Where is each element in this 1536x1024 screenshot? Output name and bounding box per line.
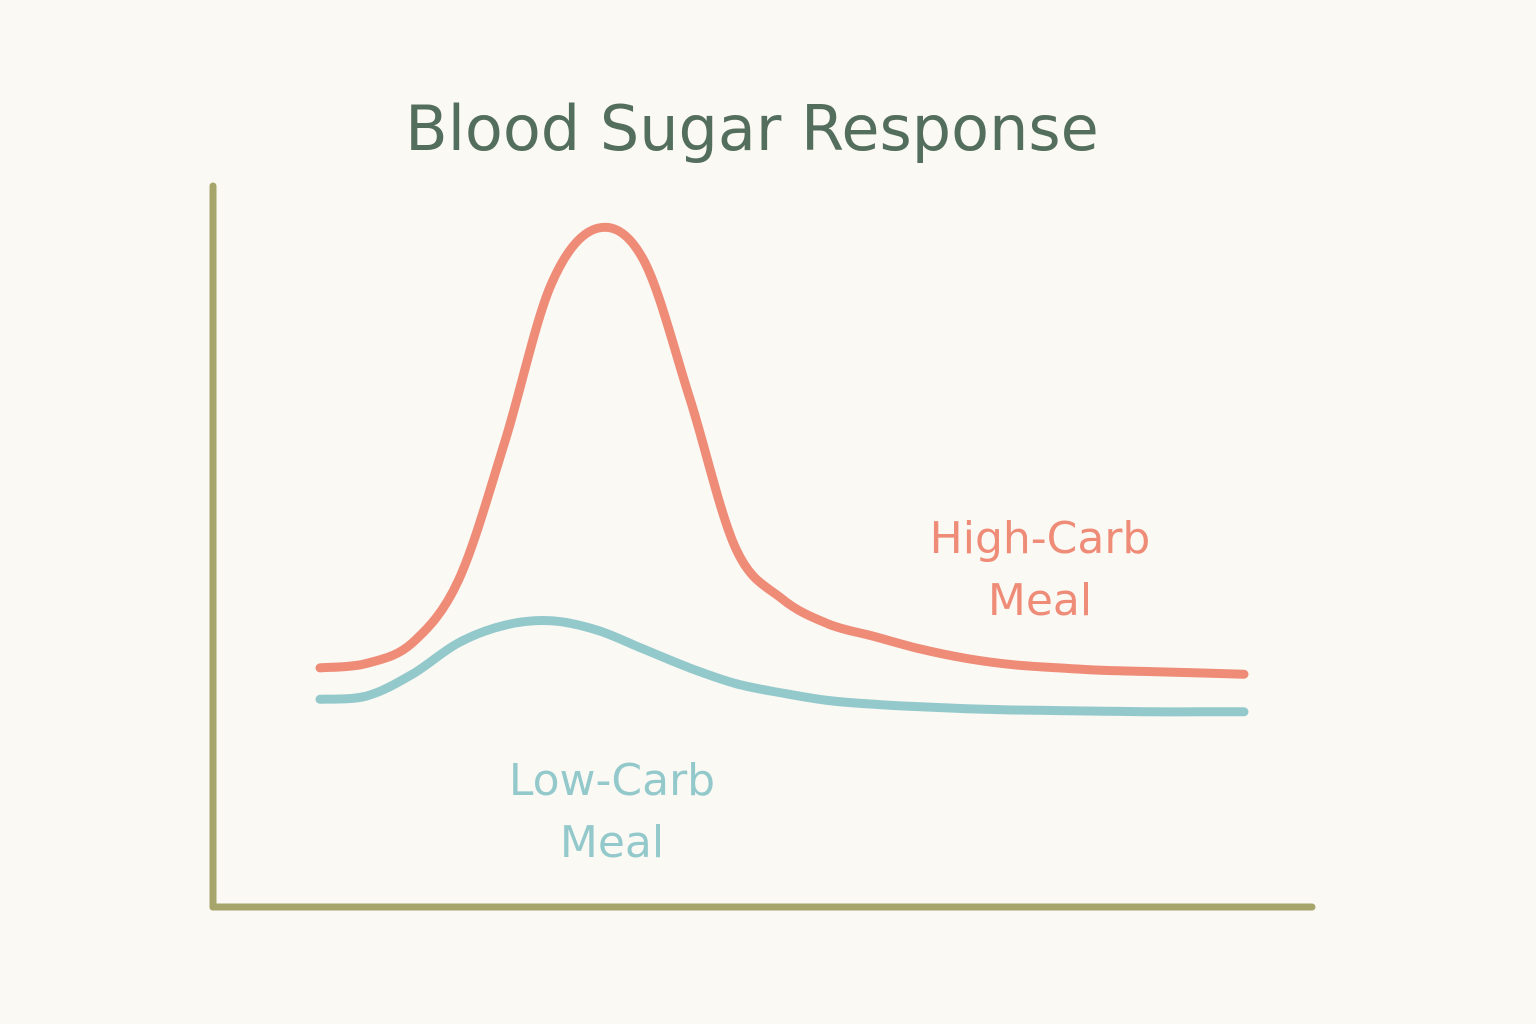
series-label-line: Meal xyxy=(988,575,1092,626)
series-label-line: Low-Carb xyxy=(509,755,715,806)
series-line-low-carb xyxy=(315,616,1249,717)
series-label-low-carb: Low-Carb Meal xyxy=(509,755,715,868)
series-label-high-carb: High-Carb Meal xyxy=(930,513,1151,626)
series-layer xyxy=(315,222,1249,717)
series-labels: High-Carb Meal Low-Carb Meal xyxy=(509,513,1150,868)
chart-title: Blood Sugar Response xyxy=(405,92,1099,165)
series-label-line: High-Carb xyxy=(930,513,1151,564)
series-label-line: Meal xyxy=(560,817,664,868)
series-line-high-carb xyxy=(315,222,1249,679)
